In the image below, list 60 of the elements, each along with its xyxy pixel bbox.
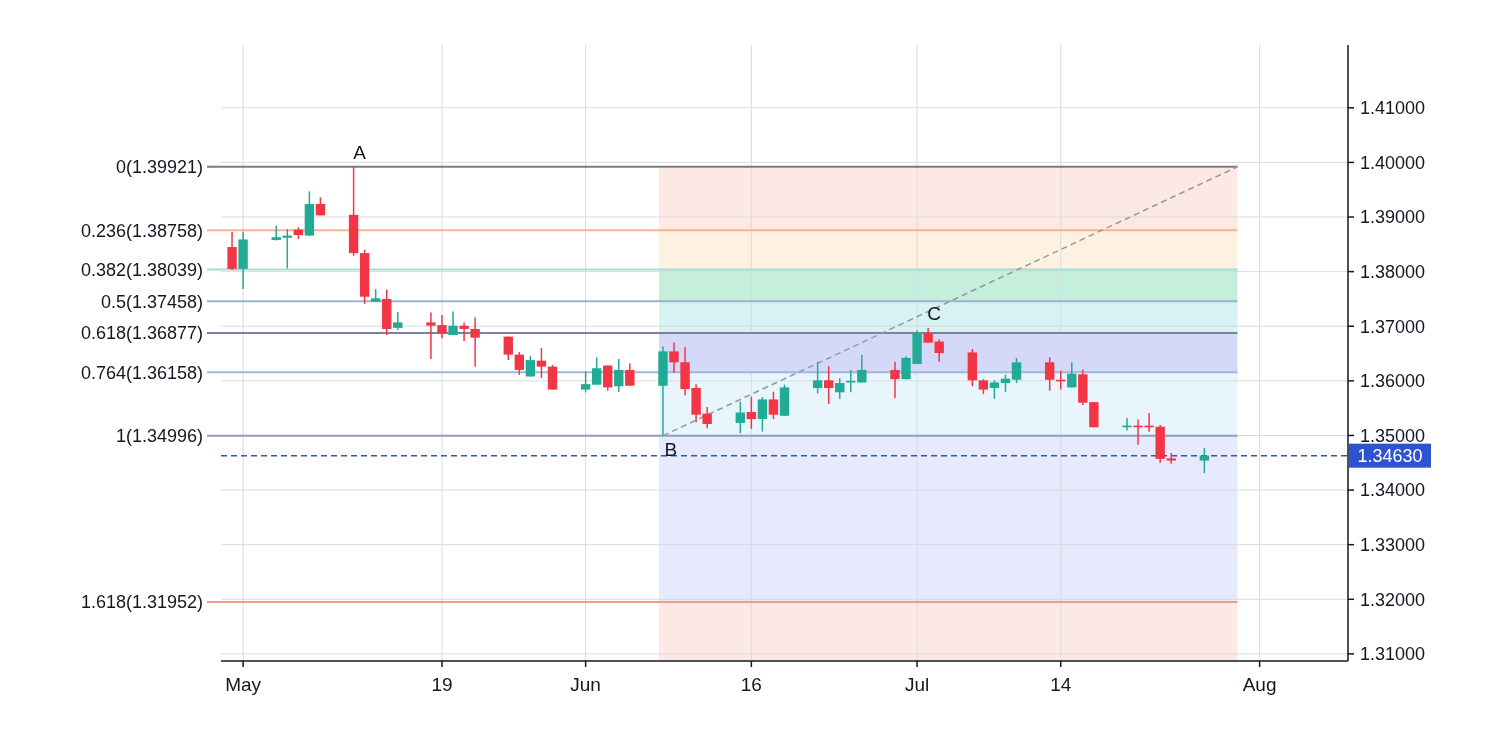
candlestick bbox=[1011, 357, 1022, 384]
y-tick-label: 1.33000 bbox=[1360, 534, 1426, 555]
candlestick bbox=[448, 310, 458, 336]
candlestick bbox=[735, 400, 745, 435]
candlestick bbox=[591, 356, 602, 386]
x-tick-label: 16 bbox=[740, 674, 762, 695]
ref-line-label: 0.618(1.36877) bbox=[80, 323, 203, 344]
candlestick bbox=[271, 225, 281, 242]
y-tick-label: 1.38000 bbox=[1360, 261, 1426, 282]
candlestick bbox=[669, 341, 679, 374]
candlestick bbox=[757, 396, 768, 433]
x-tick-label: Jul bbox=[904, 674, 930, 695]
candlestick bbox=[746, 395, 757, 430]
y-tick-label: 1.37000 bbox=[1360, 316, 1426, 337]
candlestick bbox=[812, 360, 823, 395]
annotation: A bbox=[353, 141, 367, 163]
candlestick bbox=[835, 377, 845, 400]
candlestick bbox=[536, 347, 547, 379]
y-tick-label: 1.32000 bbox=[1360, 589, 1426, 610]
ref-line-label: 0.382(1.38039) bbox=[80, 259, 203, 280]
candlestick bbox=[857, 353, 867, 384]
y-tick-label: 1.34000 bbox=[1360, 480, 1426, 501]
candlestick bbox=[393, 311, 403, 331]
annotation: B bbox=[664, 438, 678, 460]
candlestick bbox=[1044, 356, 1055, 392]
candlestick bbox=[514, 351, 525, 376]
y-tick-label: 1.35000 bbox=[1360, 425, 1426, 446]
y-tick-label: 1.40000 bbox=[1360, 152, 1426, 173]
candlestick bbox=[580, 370, 591, 394]
x-tick-label: May bbox=[225, 674, 262, 695]
candlestick bbox=[768, 391, 779, 420]
candlestick bbox=[824, 365, 834, 405]
x-tick-label: Aug bbox=[1242, 674, 1277, 695]
ref-line-label: 1.618(1.31952) bbox=[80, 592, 203, 613]
candlestick bbox=[989, 379, 1000, 400]
x-tick-label: 14 bbox=[1050, 674, 1072, 695]
candlestick bbox=[470, 316, 480, 368]
y-tick-label: 1.39000 bbox=[1360, 207, 1426, 228]
ref-line-label: 0.5(1.37458) bbox=[100, 291, 203, 312]
ref-line-label: 0(1.39921) bbox=[115, 157, 203, 178]
ref-line-label: 1(1.34996) bbox=[115, 425, 203, 446]
y-tick-label: 1.31000 bbox=[1360, 644, 1426, 665]
x-tick-label: Jun bbox=[570, 674, 601, 695]
y-tick-label: 1.36000 bbox=[1360, 371, 1426, 392]
candlestick bbox=[1067, 361, 1077, 389]
candlestick bbox=[459, 321, 469, 342]
candlestick bbox=[1199, 447, 1210, 474]
y-tick-label: 1.41000 bbox=[1360, 98, 1426, 119]
annotation: C bbox=[927, 302, 941, 324]
candlestick bbox=[227, 231, 237, 271]
candlestick bbox=[614, 358, 624, 394]
x-tick-label: 19 bbox=[431, 674, 453, 695]
candlestick bbox=[890, 360, 900, 400]
candlestick bbox=[1166, 452, 1176, 465]
ref-line-label: 1.34630 bbox=[1357, 445, 1423, 466]
candlestick bbox=[625, 362, 635, 387]
candlestick bbox=[603, 364, 613, 392]
ref-line-label: 0.236(1.38758) bbox=[80, 220, 203, 241]
candlestick bbox=[547, 364, 558, 391]
ref-line-label: 0.764(1.36158) bbox=[80, 362, 203, 383]
